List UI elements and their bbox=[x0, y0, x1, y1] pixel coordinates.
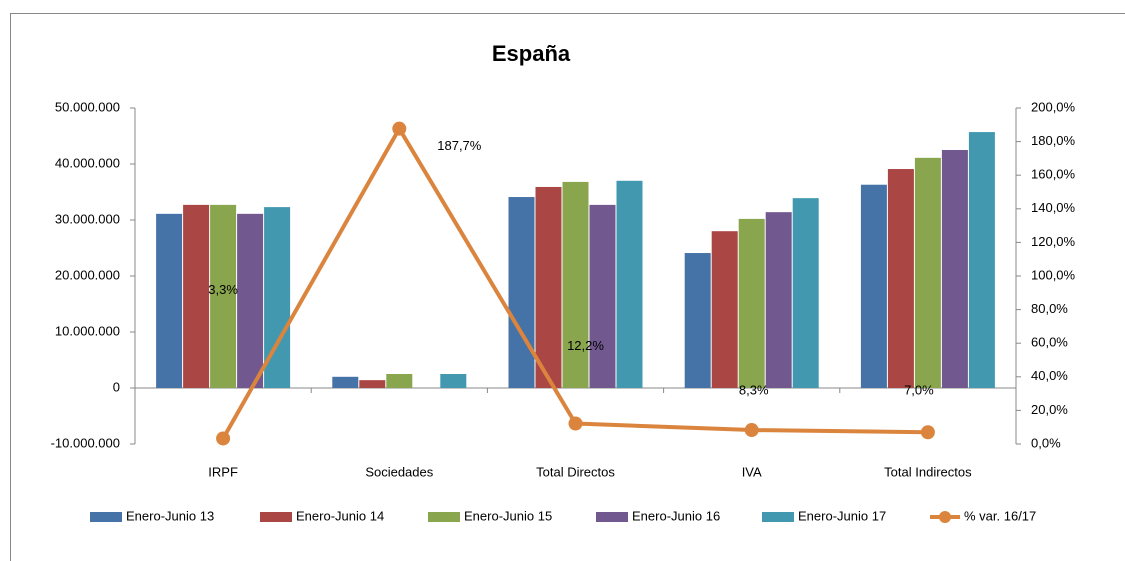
y2-tick-label: 0,0% bbox=[1031, 435, 1061, 450]
bar bbox=[968, 132, 995, 388]
x-tick-label: Sociedades bbox=[365, 464, 433, 479]
bar bbox=[440, 374, 467, 388]
bar bbox=[887, 169, 914, 388]
bar bbox=[359, 380, 386, 388]
x-tick-label: Total Indirectos bbox=[884, 464, 972, 479]
bar bbox=[711, 231, 738, 388]
legend-swatch bbox=[596, 512, 628, 522]
x-tick-label: Total Directos bbox=[536, 464, 615, 479]
bar bbox=[237, 213, 264, 388]
bar bbox=[684, 253, 711, 388]
bar bbox=[332, 376, 359, 388]
line-marker bbox=[744, 423, 759, 438]
y2-tick-label: 180,0% bbox=[1031, 133, 1076, 148]
y-tick-label: 10.000.000 bbox=[55, 323, 120, 338]
legend-swatch bbox=[90, 512, 122, 522]
x-tick-label: IVA bbox=[742, 464, 762, 479]
line-marker bbox=[568, 416, 583, 431]
bar bbox=[156, 213, 183, 388]
line-marker bbox=[216, 431, 231, 446]
y-tick-label: 40.000.000 bbox=[55, 155, 120, 170]
bar bbox=[508, 197, 535, 388]
bar bbox=[183, 204, 210, 388]
legend-label: Enero-Junio 17 bbox=[798, 508, 886, 523]
y2-tick-label: 100,0% bbox=[1031, 267, 1076, 282]
legend-label: % var. 16/17 bbox=[964, 508, 1036, 523]
legend-marker bbox=[939, 511, 951, 523]
bar bbox=[765, 212, 792, 388]
y-tick-label: 20.000.000 bbox=[55, 267, 120, 282]
y2-tick-label: 80,0% bbox=[1031, 301, 1068, 316]
y2-tick-label: 60,0% bbox=[1031, 335, 1068, 350]
bar bbox=[210, 204, 237, 388]
data-label: 12,2% bbox=[567, 338, 604, 353]
line-marker bbox=[920, 425, 935, 440]
bar bbox=[914, 157, 941, 388]
y2-tick-label: 120,0% bbox=[1031, 234, 1076, 249]
data-label: 7,0% bbox=[904, 383, 934, 398]
bar bbox=[738, 218, 765, 388]
data-label: 187,7% bbox=[437, 138, 482, 153]
y2-tick-label: 200,0% bbox=[1031, 99, 1076, 114]
bar bbox=[941, 150, 968, 388]
legend-swatch bbox=[428, 512, 460, 522]
line-marker bbox=[392, 121, 407, 136]
y2-tick-label: 160,0% bbox=[1031, 167, 1076, 182]
bar bbox=[792, 198, 819, 388]
bar bbox=[860, 184, 887, 388]
bar bbox=[535, 186, 562, 388]
data-label: 8,3% bbox=[739, 382, 769, 397]
bar bbox=[562, 181, 589, 388]
y-tick-label: -10.000.000 bbox=[51, 435, 120, 450]
legend-label: Enero-Junio 13 bbox=[126, 508, 214, 523]
legend-label: Enero-Junio 16 bbox=[632, 508, 720, 523]
y-tick-label: 30.000.000 bbox=[55, 211, 120, 226]
y-tick-label: 0 bbox=[113, 379, 120, 394]
x-tick-label: IRPF bbox=[208, 464, 238, 479]
chart-border bbox=[10, 13, 1125, 561]
legend-label: Enero-Junio 14 bbox=[296, 508, 384, 523]
y2-tick-label: 140,0% bbox=[1031, 200, 1076, 215]
bar bbox=[616, 180, 643, 388]
bar bbox=[386, 374, 413, 388]
legend-label: Enero-Junio 15 bbox=[464, 508, 552, 523]
y-tick-label: 50.000.000 bbox=[55, 99, 120, 114]
chart-title: España bbox=[492, 41, 571, 66]
y2-tick-label: 20,0% bbox=[1031, 402, 1068, 417]
bar bbox=[589, 204, 616, 388]
legend-swatch bbox=[260, 512, 292, 522]
legend-swatch bbox=[762, 512, 794, 522]
data-label: 3,3% bbox=[208, 282, 238, 297]
y2-tick-label: 40,0% bbox=[1031, 368, 1068, 383]
